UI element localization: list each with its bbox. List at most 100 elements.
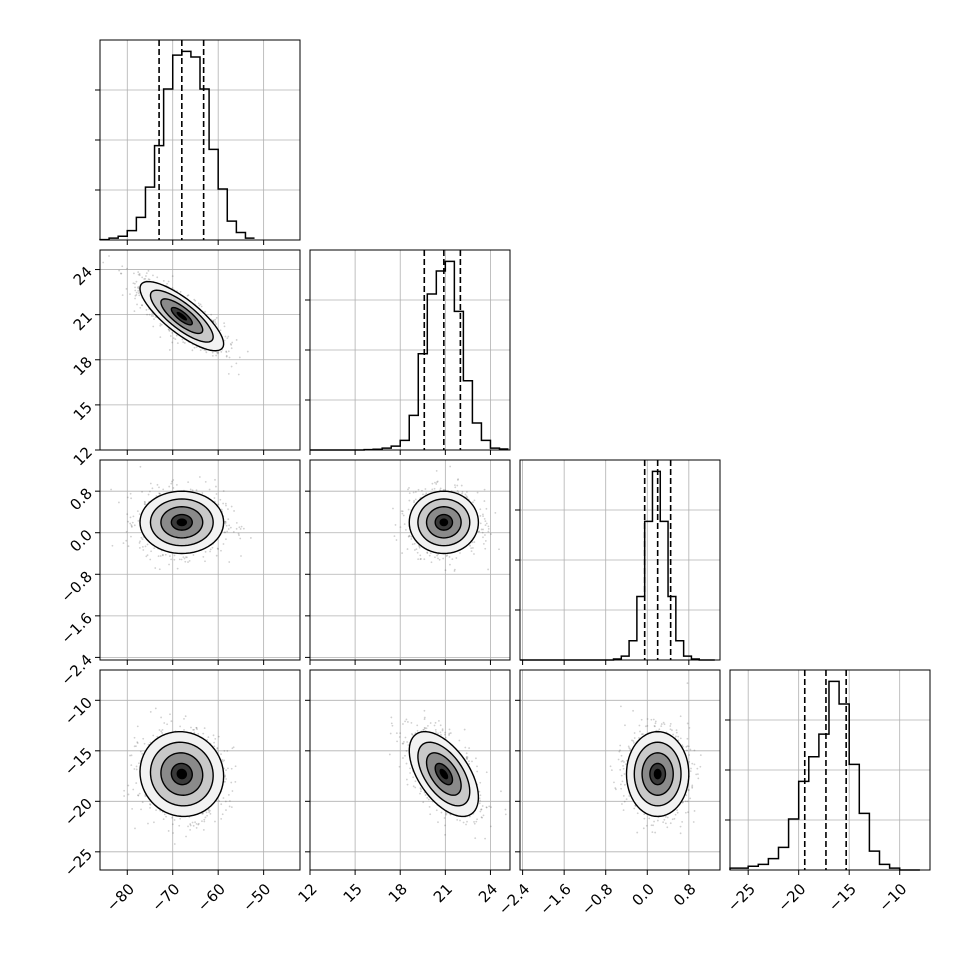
scatter-point [221,758,224,761]
scatter-point [395,539,398,541]
scatter-point [118,501,120,504]
scatter-point [426,796,429,799]
scatter-point [182,556,185,559]
scatter-point [479,508,482,511]
scatter-point [406,548,409,550]
scatter-point [222,502,225,505]
scatter-point [134,294,137,297]
scatter-point [233,510,235,512]
scatter-point [135,765,138,768]
panel-0-2-density [140,491,224,554]
scatter-point [121,265,124,268]
scatter-point [225,504,227,507]
scatter-point [186,556,188,559]
scatter-point [216,747,219,749]
scatter-point [161,728,164,731]
scatter-point [444,833,447,836]
scatter-point [408,534,411,537]
scatter-point [141,753,144,755]
scatter-point [141,490,143,493]
scatter-point [145,555,148,558]
scatter-point [187,481,190,484]
scatter-point [136,510,139,512]
scatter-point [459,552,461,554]
scatter-point [166,282,169,285]
scatter-point [404,528,407,531]
scatter-point [204,550,207,553]
scatter-point [225,351,228,354]
scatter-point [142,737,145,740]
scatter-point [169,713,171,716]
scatter-point [172,479,175,481]
scatter-point [191,349,194,352]
scatter-point [127,545,130,548]
scatter-point [130,524,133,526]
scatter-point [479,515,482,517]
scatter-point [482,536,484,539]
scatter-point [127,793,130,796]
scatter-point [178,824,181,827]
scatter-point [133,282,136,285]
scatter-point [143,742,146,745]
scatter-point [431,488,434,491]
scatter-point [480,816,483,819]
scatter-point [191,489,194,492]
scatter-point [435,809,438,812]
scatter-point [240,525,243,528]
scatter-point [422,493,424,496]
scatter-point [138,294,141,297]
scatter-point [216,547,219,550]
scatter-point [148,278,151,281]
scatter-point [152,325,155,328]
scatter-point [460,484,463,487]
panel-0-3-density-core [176,768,188,780]
scatter-point [235,339,238,341]
scatter-point [478,790,481,793]
scatter-point [396,740,398,743]
scatter-point [165,815,167,818]
scatter-point [137,290,140,292]
scatter-point [145,309,148,311]
scatter-point [433,487,436,490]
scatter-point [171,480,173,483]
scatter-point [399,732,402,734]
scatter-point [473,499,476,502]
scatter-point [204,560,206,563]
scatter-point [144,795,147,798]
scatter-point [168,485,171,488]
scatter-point [225,538,227,541]
scatter-point [204,349,207,352]
scatter-point [195,346,198,348]
scatter-point [421,489,423,492]
scatter-point [480,528,483,531]
scatter-point [425,492,428,495]
scatter-point [448,732,451,735]
scatter-point [471,760,473,763]
scatter-point [483,500,486,502]
scatter-point [154,316,157,318]
scatter-point [227,335,230,338]
scatter-point [167,280,170,283]
scatter-point [199,303,202,306]
scatter-point [209,809,211,812]
scatter-point [226,530,229,533]
scatter-point [224,520,226,523]
scatter-point [475,757,477,760]
scatter-point [172,337,175,340]
scatter-point [484,534,486,536]
scatter-point [230,767,233,770]
scatter-point [197,302,200,305]
scatter-point [144,277,147,280]
scatter-point [144,545,147,548]
scatter-point [139,306,142,309]
scatter-point [200,305,203,308]
scatter-point [430,561,433,564]
scatter-point [153,547,156,550]
scatter-point [469,544,471,547]
scatter-point [426,552,429,554]
scatter-point [209,548,212,551]
scatter-point [454,484,456,487]
scatter-point [428,554,431,557]
scatter-point [479,794,482,797]
scatter-point [204,310,207,313]
